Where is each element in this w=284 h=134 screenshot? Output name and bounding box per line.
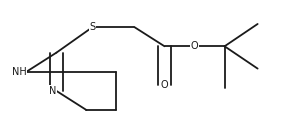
Text: NH: NH <box>12 67 26 77</box>
Text: O: O <box>191 41 198 51</box>
Text: N: N <box>49 86 57 96</box>
Text: S: S <box>89 22 95 32</box>
Text: O: O <box>161 79 168 90</box>
